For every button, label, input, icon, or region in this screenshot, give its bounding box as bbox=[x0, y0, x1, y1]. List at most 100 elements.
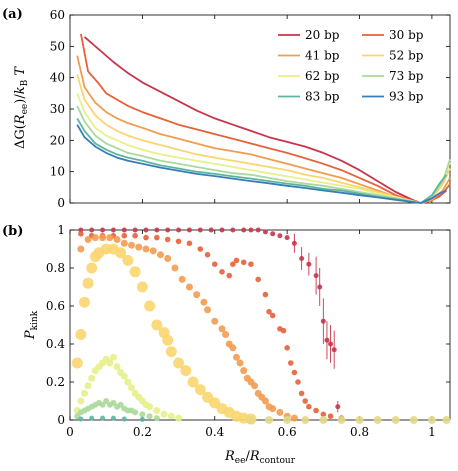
data-point-52bp bbox=[78, 296, 90, 308]
data-point-20bp bbox=[255, 227, 261, 233]
data-point-41bp bbox=[218, 325, 226, 333]
data-point-20bp bbox=[284, 235, 290, 241]
panel-b-ytick-label: 0.8 bbox=[46, 261, 65, 275]
xtick-label: 0.4 bbox=[205, 425, 224, 439]
data-point-73bp bbox=[153, 415, 160, 422]
data-point-52bp bbox=[71, 357, 83, 369]
data-point-30bp bbox=[248, 261, 254, 268]
data-point-20bp bbox=[324, 337, 330, 343]
data-point-83bp bbox=[78, 416, 84, 422]
data-point-30bp bbox=[327, 413, 334, 420]
data-point-20bp bbox=[132, 227, 138, 233]
data-point-52bp bbox=[82, 277, 94, 289]
data-point-20bp bbox=[277, 233, 283, 239]
data-point-41bp bbox=[106, 234, 114, 242]
data-point-30bp bbox=[298, 390, 305, 397]
data-point-20bp bbox=[328, 341, 334, 347]
data-point-52bp bbox=[136, 281, 148, 293]
data-point-20bp bbox=[176, 227, 182, 233]
series-line-93bp bbox=[76, 124, 447, 204]
data-point-20bp bbox=[110, 227, 116, 233]
data-point-41bp bbox=[185, 283, 193, 291]
data-point-30bp bbox=[186, 240, 193, 247]
data-point-30bp bbox=[78, 231, 84, 237]
data-point-73bp bbox=[103, 398, 110, 404]
plot-panel-a: 0 10 20 30 40 50 60 bbox=[50, 8, 451, 210]
data-point-52bpbaseline bbox=[409, 416, 418, 424]
legend-label-20bp: 20 bp bbox=[305, 28, 340, 42]
x-axis-label: Ree/Rcontour bbox=[224, 449, 296, 466]
data-point-52bpbaseline bbox=[373, 416, 382, 424]
data-point-83bp bbox=[100, 415, 106, 421]
data-point-30bp bbox=[164, 236, 171, 243]
data-point-52bpbaseline bbox=[355, 416, 364, 424]
data-point-62bp bbox=[175, 414, 183, 422]
data-point-52bpbaseline bbox=[265, 416, 274, 424]
data-point-62bp bbox=[146, 403, 154, 411]
data-point-83bp bbox=[110, 415, 116, 421]
data-point-52bpbaseline bbox=[427, 416, 436, 424]
panel-b-ytick-label: 0.4 bbox=[46, 337, 65, 351]
data-point-41bp bbox=[229, 344, 237, 352]
data-point-30bp bbox=[233, 257, 240, 264]
data-point-52bp bbox=[194, 384, 206, 396]
legend-label-93bp: 93 bp bbox=[389, 90, 424, 104]
data-point-41bp bbox=[135, 243, 143, 251]
data-point-73bp bbox=[146, 413, 153, 420]
data-point-30bp bbox=[204, 251, 211, 258]
data-point-30bp bbox=[132, 232, 138, 239]
data-point-41bp bbox=[211, 317, 219, 325]
data-point-52bp bbox=[173, 357, 185, 369]
data-point-41bp bbox=[290, 414, 298, 422]
data-point-52bp bbox=[86, 262, 98, 274]
data-point-52bpbaseline bbox=[283, 416, 292, 424]
data-point-62bp bbox=[88, 374, 96, 382]
data-point-30bp bbox=[197, 246, 204, 252]
data-point-20bp bbox=[313, 273, 319, 279]
data-point-20bp bbox=[320, 318, 326, 324]
xtick-label: 1 bbox=[428, 425, 436, 439]
data-point-20bp bbox=[270, 231, 276, 237]
series-line-73bp bbox=[76, 105, 451, 204]
data-point-41bp bbox=[156, 251, 164, 259]
data-point-41bp bbox=[164, 255, 172, 262]
data-point-20bp bbox=[154, 227, 160, 233]
data-point-52bp bbox=[144, 300, 156, 312]
data-point-52bp bbox=[115, 247, 127, 259]
legend-label-73bp: 73 bp bbox=[389, 69, 424, 83]
data-point-20bp bbox=[317, 284, 323, 290]
data-point-73bp bbox=[99, 401, 106, 408]
data-point-30bp bbox=[121, 232, 128, 239]
data-point-62bp bbox=[84, 382, 92, 390]
data-point-41bp bbox=[84, 236, 92, 243]
panel-label-a: (a) bbox=[2, 7, 23, 22]
data-point-52bpbaseline bbox=[319, 416, 328, 424]
panel-b-ytick-label: 0.2 bbox=[46, 375, 65, 389]
data-point-20bp bbox=[100, 227, 106, 233]
panel-a-ytick-label: 0 bbox=[57, 196, 65, 210]
data-point-41bp bbox=[149, 247, 157, 255]
data-point-30bp bbox=[295, 379, 301, 385]
data-point-30bp bbox=[230, 261, 236, 268]
data-point-30bp bbox=[240, 259, 247, 266]
panel-a-ytick-label: 20 bbox=[50, 133, 65, 147]
data-point-30bp bbox=[313, 407, 319, 414]
xtick-label: 0 bbox=[66, 425, 74, 439]
data-point-20bp bbox=[331, 347, 337, 353]
data-point-73bp bbox=[139, 411, 146, 418]
data-point-83bp bbox=[139, 416, 145, 422]
data-point-62bp bbox=[120, 372, 128, 380]
data-point-20bp bbox=[262, 229, 268, 235]
xtick-label: 0.6 bbox=[278, 425, 297, 439]
data-point-62bp bbox=[124, 378, 132, 386]
data-point-73bp bbox=[110, 399, 117, 406]
data-point-41bp bbox=[222, 331, 230, 338]
data-point-52bpbaseline bbox=[301, 416, 310, 424]
data-point-20bp bbox=[89, 227, 95, 233]
data-point-73bp bbox=[132, 409, 139, 416]
data-point-41bp bbox=[193, 291, 201, 299]
data-point-20bp bbox=[306, 261, 312, 267]
y-axis-label-a: ΔG(Ree)/kB T bbox=[13, 66, 30, 149]
data-point-41bp bbox=[113, 236, 121, 243]
